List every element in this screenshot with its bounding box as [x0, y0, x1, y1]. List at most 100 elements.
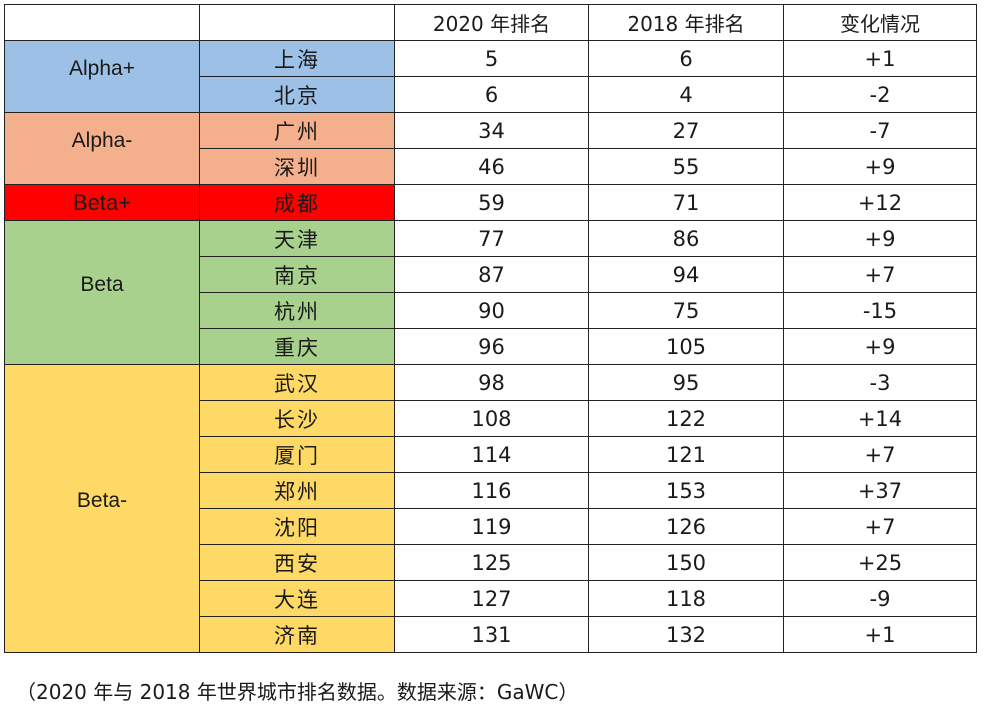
city-name: 深圳 [199, 148, 395, 185]
city-name: 郑州 [199, 472, 395, 509]
city-name: 杭州 [199, 292, 395, 329]
rank-change: +25 [783, 544, 977, 581]
city-name: 成都 [199, 184, 395, 221]
rank-2020: 119 [394, 508, 589, 545]
table-row: 沈阳 119 126 +7 [5, 508, 977, 545]
rank-2020: 116 [394, 472, 589, 509]
rank-2020: 46 [394, 148, 589, 185]
tier-label-text: Beta+ [72, 189, 132, 215]
table-row: Alpha+ 上海 5 6 +1 [4, 40, 977, 113]
table-row: 重庆 96 105 +9 [5, 328, 977, 365]
city-name: 沈阳 [199, 508, 395, 545]
rank-change: +9 [783, 328, 977, 365]
table-row: Beta- 武汉 98 95 -3 [4, 364, 977, 653]
tier-label-text: Alpha+ [69, 56, 135, 80]
rank-2018: 122 [588, 400, 784, 437]
rank-2018: 6 [588, 40, 784, 77]
rank-2018: 126 [588, 508, 784, 545]
table-row: Beta 天津 77 86 +9 [4, 220, 977, 365]
rank-2018: 86 [588, 220, 784, 257]
city-name: 天津 [199, 220, 395, 257]
rank-2018: 4 [588, 76, 784, 113]
rank-2018: 71 [588, 184, 784, 221]
rank-2020: 125 [394, 544, 589, 581]
rank-change: -15 [783, 292, 977, 329]
city-ranking-table: 2020 年排名 2018 年排名 变化情况 Alpha+ 上海 5 6 +1 北京 6 4-… [4, 4, 977, 653]
rank-2020: 77 [394, 220, 589, 257]
tier-label-text: Beta- [76, 488, 128, 512]
rank-change: +12 [783, 184, 977, 221]
tier-label: Beta+ [4, 184, 200, 221]
rank-2018: 105 [588, 328, 784, 365]
table-row: 厦门 114 121 +7 [5, 436, 977, 473]
table-row: Beta+ 成都 59 71 +12 [4, 184, 977, 221]
city-name: 厦门 [199, 436, 395, 473]
rank-2020: 131 [394, 616, 589, 653]
rank-change: +37 [783, 472, 977, 509]
city-name: 南京 [199, 256, 395, 293]
rank-2018: 75 [588, 292, 784, 329]
header-rank-2018: 2018 年排名 [588, 4, 784, 41]
table-row: Alpha- 广州 34 27 -7 [4, 112, 977, 185]
rank-2020: 114 [394, 436, 589, 473]
rank-change: +7 [783, 508, 977, 545]
header-change: 变化情况 [783, 4, 977, 41]
header-tier [4, 4, 200, 41]
city-name: 西安 [199, 544, 395, 581]
rank-2020: 90 [394, 292, 589, 329]
rank-change: +7 [783, 436, 977, 473]
rank-2018: 95 [588, 364, 784, 401]
rank-change: +1 [783, 616, 977, 653]
rank-2020: 6 [394, 76, 589, 113]
rank-change: -9 [783, 580, 977, 617]
rank-change: +14 [783, 400, 977, 437]
tier-label-text: Alpha- [71, 128, 133, 152]
table-row: 西安 125 150 +25 [5, 544, 977, 581]
source-caption: （2020 年与 2018 年世界城市排名数据。数据来源：GaWC） [16, 680, 579, 704]
table-row: 杭州 90 75 -15 [5, 292, 977, 329]
tier-label: Beta- [4, 364, 200, 653]
tier-label: Beta [4, 220, 200, 365]
rank-2018: 94 [588, 256, 784, 293]
rank-2018: 150 [588, 544, 784, 581]
header-row: 2020 年排名 2018 年排名 变化情况 [4, 4, 977, 41]
rank-change: +7 [783, 256, 977, 293]
rank-2018: 118 [588, 580, 784, 617]
rank-change: -2 [783, 76, 977, 113]
rank-2020: 108 [394, 400, 589, 437]
rank-change: +9 [783, 148, 977, 185]
rank-change: +1 [783, 40, 977, 77]
city-name: 长沙 [199, 400, 395, 437]
rank-2018: 132 [588, 616, 784, 653]
rank-change: -7 [783, 112, 977, 149]
rank-2020: 87 [394, 256, 589, 293]
table-row: 南京 87 94 +7 [5, 256, 977, 293]
rank-2020: 5 [394, 40, 589, 77]
tier-label: Alpha+ [4, 40, 200, 113]
rank-change: -3 [783, 364, 977, 401]
rank-change: +9 [783, 220, 977, 257]
rank-2020: 59 [394, 184, 589, 221]
header-city [199, 4, 395, 41]
table-body: Alpha+ 上海 5 6 +1 北京 6 4 -2 Alpha- 广州 34 27 -7 深圳 46 55 +9… [4, 40, 977, 653]
city-name: 武汉 [199, 364, 395, 401]
table-row: 济南 131 132 +1 [5, 616, 977, 653]
rank-2018: 55 [588, 148, 784, 185]
city-name: 济南 [199, 616, 395, 653]
table-row: 郑州 116 153 +37 [5, 472, 977, 509]
rank-2020: 98 [394, 364, 589, 401]
header-rank-2020: 2020 年排名 [394, 4, 589, 41]
city-name: 北京 [199, 76, 395, 113]
city-name: 广州 [199, 112, 395, 149]
rank-2018: 153 [588, 472, 784, 509]
rank-2020: 127 [394, 580, 589, 617]
city-name: 大连 [199, 580, 395, 617]
city-name: 上海 [199, 40, 395, 77]
rank-2020: 96 [394, 328, 589, 365]
rank-2018: 121 [588, 436, 784, 473]
city-name: 重庆 [199, 328, 395, 365]
tier-label: Alpha- [4, 112, 200, 185]
tier-label-text: Beta [80, 272, 124, 296]
rank-2020: 34 [394, 112, 589, 149]
rank-2018: 27 [588, 112, 784, 149]
